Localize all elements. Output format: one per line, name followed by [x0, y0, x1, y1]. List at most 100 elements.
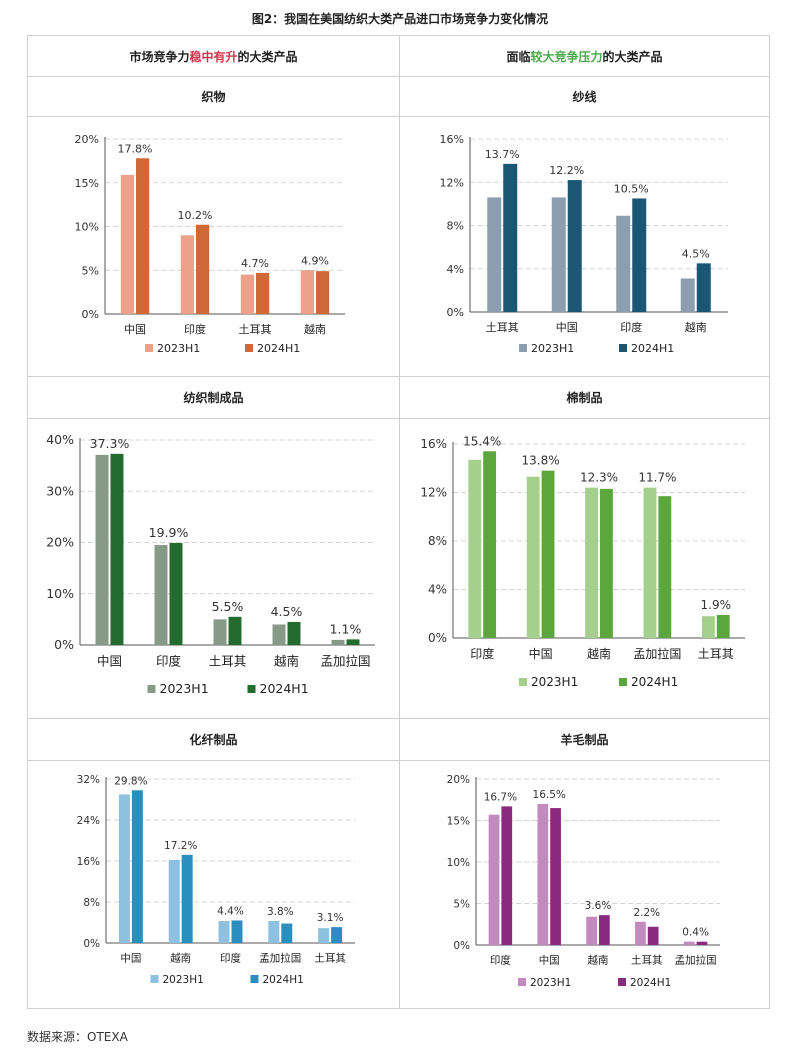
bar-2024H1 [716, 614, 730, 638]
bar-2024H1 [501, 806, 513, 945]
figure-title: 图2：我国在美国纺织大类产品进口市场竞争力变化情况 [251, 12, 549, 26]
x-tick-label: 孟加拉国 [259, 952, 301, 965]
data-label: 4.9% [301, 254, 329, 267]
x-tick-label: 中国 [529, 646, 553, 661]
bar-2024H1 [287, 621, 301, 645]
data-label: 2.2% [633, 907, 660, 919]
data-label: 12.2% [549, 164, 584, 177]
y-tick-label: 5% [82, 264, 99, 277]
data-label: 5.5% [212, 599, 244, 614]
bar-2024H1 [181, 854, 193, 943]
x-tick-label: 印度 [620, 320, 642, 334]
bar-2023H1 [240, 274, 254, 314]
y-tick-label: 40% [46, 432, 74, 447]
bar-2023H1 [318, 928, 330, 943]
y-tick-label: 8% [83, 897, 100, 909]
x-tick-label: 印度 [220, 952, 241, 965]
data-label: 3.1% [317, 912, 344, 924]
bar-2023H1 [118, 794, 130, 943]
x-tick-label: 越南 [587, 646, 611, 661]
legend-label: 2023H1 [160, 681, 209, 696]
y-tick-label: 12% [440, 176, 464, 189]
bar-2023H1 [643, 487, 657, 638]
y-tick-label: 10% [75, 221, 99, 234]
legend-label: 2024H1 [260, 681, 309, 696]
legend-swatch [618, 978, 626, 986]
bar-2023H1 [331, 639, 345, 645]
wool-chart: 0% 5% 10% 15% 20% 16.7% 印度 16.5% 中国 3.6% 越南 2.2% 土耳其… [447, 774, 720, 989]
y-tick-label: 5% [453, 899, 470, 911]
data-label: 4.7% [241, 257, 269, 270]
y-tick-label: 0% [428, 631, 447, 645]
y-tick-label: 30% [46, 483, 74, 498]
data-label: 17.8% [118, 142, 153, 155]
y-tick-label: 8% [447, 220, 464, 233]
data-label: 29.8% [114, 775, 147, 787]
row-divider [28, 718, 769, 719]
bar-2023H1 [154, 545, 168, 645]
bar-2023H1 [468, 459, 482, 638]
data-label: 16.7% [484, 791, 517, 803]
legend-label: 2024H1 [631, 342, 674, 355]
bar-2024H1 [658, 496, 672, 638]
y-tick-label: 16% [440, 133, 464, 146]
y-tick-label: 15% [75, 177, 99, 190]
data-label: 15.4% [463, 434, 501, 448]
legend-swatch [619, 344, 627, 352]
x-tick-label: 印度 [184, 322, 206, 336]
y-tick-label: 20% [75, 133, 99, 146]
legend-swatch [150, 975, 159, 983]
y-tick-label: 20% [46, 535, 74, 550]
legend-swatch [145, 344, 153, 352]
y-tick-label: 0% [82, 308, 99, 321]
bar-2023H1 [635, 921, 646, 945]
panel-title-cotton: 棉制品 [566, 390, 603, 405]
left-header-highlight: 稳中有升 [189, 49, 238, 64]
bar-2024H1 [696, 941, 708, 945]
bar-2024H1 [632, 198, 647, 312]
panel-title-made-ups: 纺织制成品 [183, 390, 244, 405]
data-label: 1.9% [701, 598, 732, 612]
data-label: 3.8% [267, 906, 294, 918]
data-label: 3.6% [585, 900, 612, 912]
panel-title-fabric: 织物 [201, 89, 226, 104]
y-tick-label: 4% [428, 583, 447, 597]
x-tick-label: 孟加拉国 [320, 654, 370, 669]
bar-2024H1 [196, 224, 210, 314]
y-tick-label: 0% [447, 306, 464, 319]
bar-2023H1 [268, 920, 280, 943]
comparison-table: 市场竞争力 稳中有升 的大类产品 面临 较大竞争压力 的大类产品 织物 纱线 纺织制成品… [27, 35, 770, 1009]
row-divider [28, 376, 769, 377]
fabric-chart: 0% 5% 10% 15% 20% 17.8% 中国 10.2% 印度 4.7% 土耳其 4.9% 越南… [75, 133, 345, 355]
y-tick-label: 4% [447, 263, 464, 276]
bar-2023H1 [551, 197, 566, 312]
y-tick-label: 0% [54, 637, 74, 652]
bar-2023H1 [95, 454, 109, 645]
bar-2023H1 [526, 476, 540, 638]
data-label: 4.5% [271, 604, 303, 619]
y-tick-label: 15% [447, 816, 470, 828]
column-divider [399, 36, 400, 1008]
y-tick-label: 12% [420, 486, 447, 500]
bar-2024H1 [231, 920, 243, 943]
bar-2024H1 [110, 453, 124, 645]
x-tick-label: 中国 [556, 321, 578, 334]
legend-swatch [519, 678, 527, 686]
x-tick-label: 土耳其 [239, 323, 272, 336]
x-tick-label: 中国 [97, 654, 122, 669]
x-tick-label: 越南 [274, 654, 299, 669]
x-tick-label: 土耳其 [486, 321, 519, 334]
bar-2024H1 [131, 790, 143, 943]
bar-2023H1 [213, 619, 227, 645]
y-tick-label: 20% [447, 774, 470, 786]
data-label: 12.3% [580, 471, 618, 485]
bar-2023H1 [683, 941, 695, 945]
x-tick-label: 越南 [588, 954, 609, 967]
synthetic-chart: 0% 8% 16% 24% 32% 29.8% 中国 17.2% 越南 4.4% 印度 3.8% 孟加拉… [77, 774, 355, 986]
data-label: 13.7% [485, 148, 520, 161]
bar-2024H1 [567, 180, 582, 312]
row-divider [28, 116, 769, 117]
data-label: 19.9% [149, 525, 189, 540]
legend-swatch [519, 344, 527, 352]
panel-title-synthetic: 化纤制品 [189, 732, 238, 747]
